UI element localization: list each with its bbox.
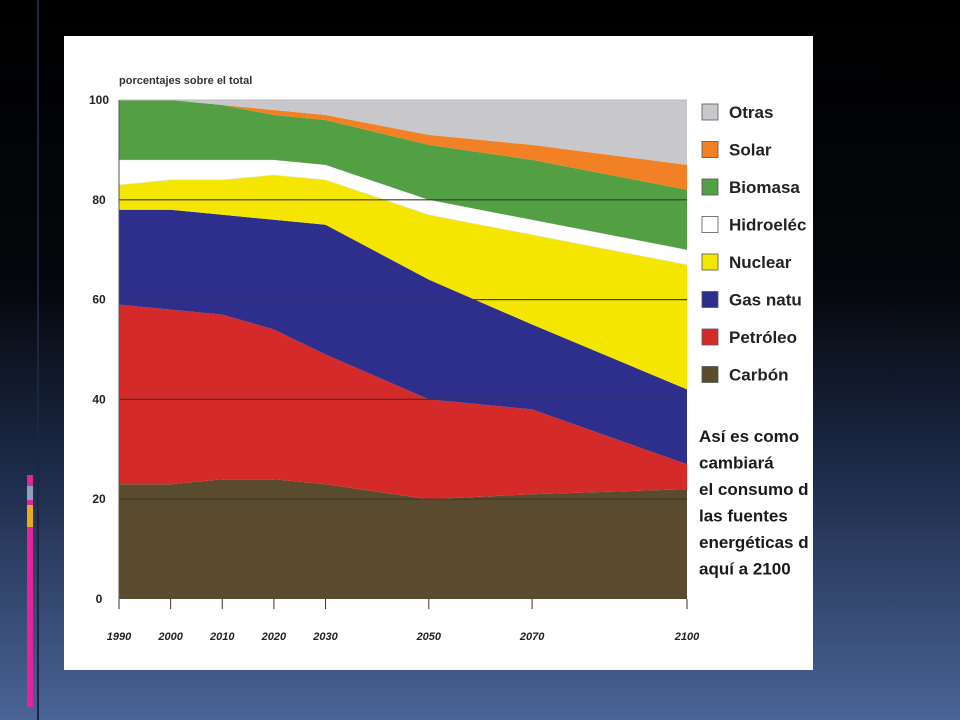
legend-label-hidroelec: Hidroeléc [729,216,806,235]
legend-swatch-hidroelec [701,216,719,233]
slide-stripe-gold [27,505,33,527]
y-tick-label: 40 [92,392,106,406]
y-tick-label: 80 [92,193,106,207]
legend-label-carbon: Carbón [729,366,789,385]
legend-swatch-nuclear [701,253,719,271]
y-tick-label: 100 [89,93,109,107]
slide-stripe-steel [27,486,33,500]
legend-swatch-gas-natu [701,291,719,308]
chart-areas [118,100,688,599]
note-line: las fuentes [699,507,788,526]
legend-label-otras: Otras [729,103,773,122]
chart-gridlines [118,99,687,599]
x-tick-label: 2070 [519,631,545,643]
area-gas-natu [119,209,687,465]
legend-swatch-carbon [701,366,719,383]
x-tick-label: 2010 [209,631,235,643]
slide-stripe-left [27,475,33,707]
legend-label-gas-natu: Gas natu [729,291,802,310]
legend-label-solar: Solar [729,141,772,160]
slide-rule-left [37,0,39,720]
legend-swatch-otras [701,103,719,121]
x-tick-label: 2050 [416,631,442,643]
y-axis: 100 80 60 40 20 0 [89,93,109,606]
chart-card: porcentajes sobre el total 100 80 60 40 20 0 … [64,36,813,670]
x-tick-label: 2000 [157,631,183,643]
legend-label-nuclear: Nuclear [729,253,792,272]
chart-legend: Otras Solar Biomasa Hidroeléc Nuclear Gas nat… [701,103,806,385]
y-tick-label: 60 [92,293,106,307]
legend-swatch-petroleo [701,328,719,346]
y-tick-label: 0 [96,592,103,606]
area-biomasa [119,100,687,250]
legend-label-petroleo: Petróleo [729,328,797,347]
note-line: el consumo d [699,480,809,499]
x-tick-label: 2100 [674,631,700,643]
area-otras [119,100,687,165]
chart-subtitle: porcentajes sobre el total [119,75,252,87]
note-line: cambiará [699,454,774,473]
note-line: aquí a 2100 [699,560,791,579]
x-tick-label: 2030 [312,631,338,643]
legend-label-biomasa: Biomasa [729,178,800,197]
stacked-area-chart: porcentajes sobre el total 100806040200 … [89,75,809,643]
chart-note: Así es como cambiará el consumo d las fuent… [699,427,809,579]
legend-swatch-biomasa [701,178,719,196]
y-tick-label: 20 [92,492,106,506]
note-line: energéticas d [699,533,809,552]
area-nuclear [119,174,687,390]
area-petroleo [119,304,687,500]
note-line: Así es como [699,427,799,446]
x-tick-label: 2020 [261,631,287,643]
area-carbon [119,479,687,599]
x-axis: 1990 2000 2010 2020 2030 2050 2070 2100 [107,599,700,643]
legend-swatch-solar [701,141,719,158]
x-tick-label: 1990 [107,631,132,643]
